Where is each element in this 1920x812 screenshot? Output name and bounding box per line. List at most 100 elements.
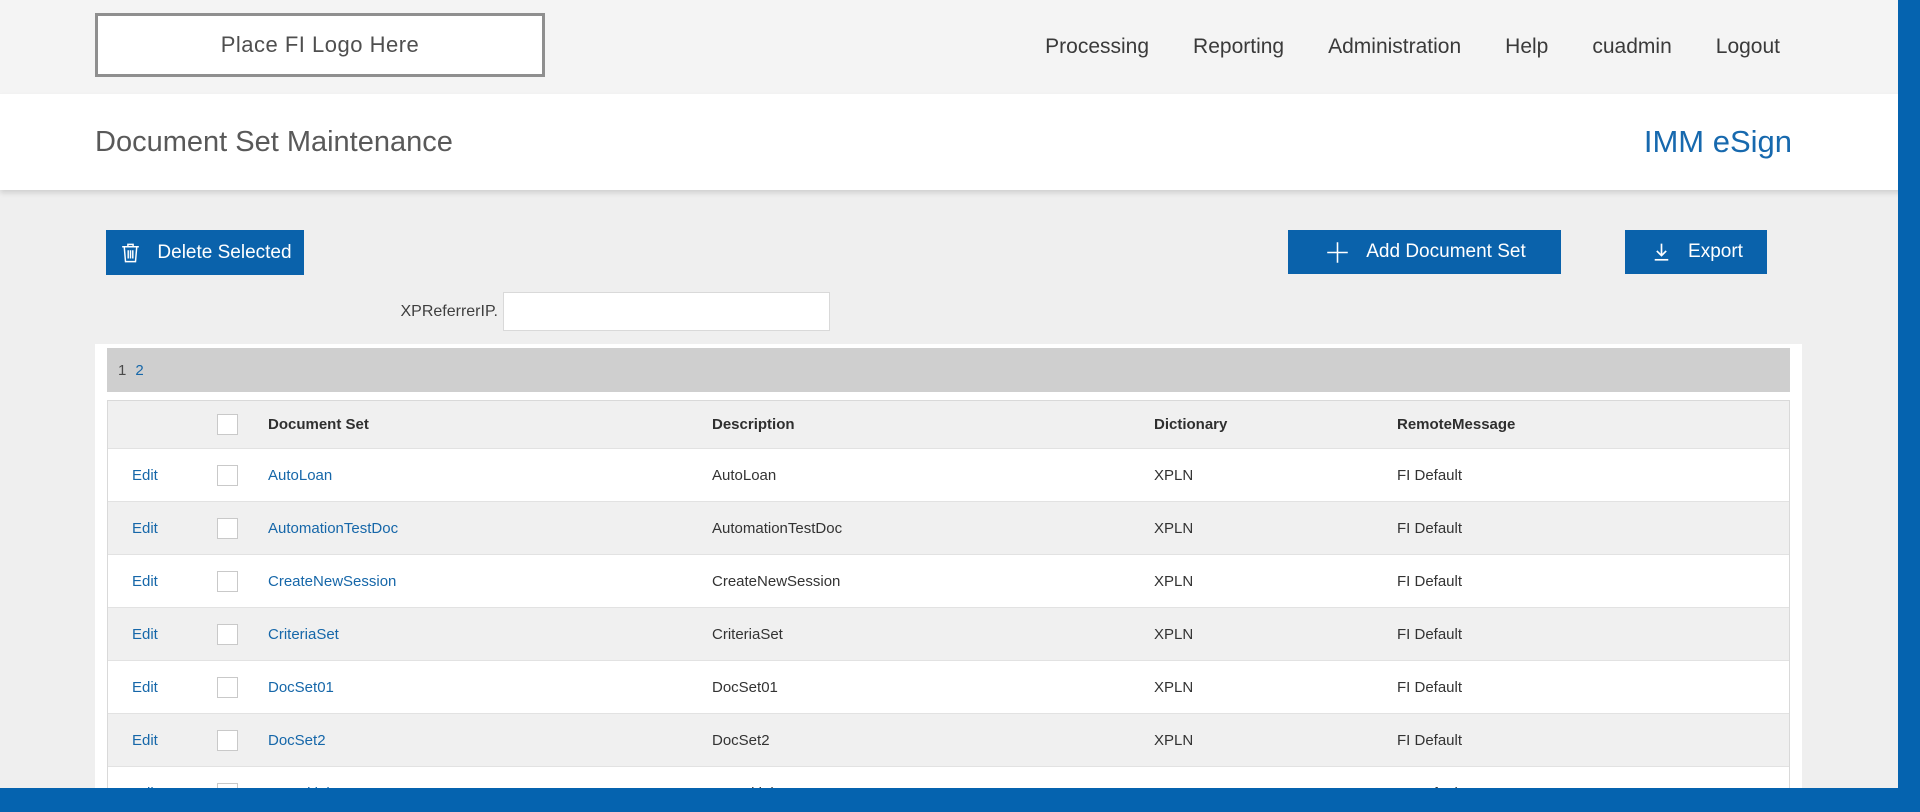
edit-cell: Edit <box>108 626 197 643</box>
document-set-cell: DocSet01 <box>257 679 702 696</box>
header-dictionary: Dictionary <box>1154 416 1228 433</box>
header-remote-message: RemoteMessage <box>1397 416 1516 433</box>
remote-message-cell: FI Default <box>1397 466 1463 484</box>
checkbox-cell <box>197 676 257 698</box>
xpreferrerip-label: XPReferrerIP. <box>400 302 498 320</box>
edit-cell: Edit <box>108 467 197 484</box>
edit-link[interactable]: Edit <box>132 572 158 590</box>
edit-cell: Edit <box>108 732 197 749</box>
document-set-link[interactable]: AutoLoan <box>268 466 333 484</box>
edit-cell: Edit <box>108 520 197 537</box>
nav-administration[interactable]: Administration <box>1328 35 1462 58</box>
document-set-link[interactable]: CreateNewSession <box>268 572 397 590</box>
dictionary-cell: XPLN <box>1154 625 1194 643</box>
checkbox-cell <box>197 623 257 645</box>
checkbox-cell <box>197 517 257 539</box>
table-header-row: Document Set Description Dictionary Remo… <box>108 401 1789 449</box>
document-set-cell: DocSet2 <box>257 732 702 749</box>
export-label: Export <box>1688 241 1743 262</box>
row-checkbox[interactable] <box>216 623 238 645</box>
nav-help[interactable]: Help <box>1505 35 1549 58</box>
table-body: Edit AutoLoan AutoLoan XPLN FI Default E… <box>108 449 1789 812</box>
table-row: Edit DocSet2 DocSet2 XPLN FI Default <box>108 714 1789 767</box>
trash-icon <box>122 243 140 263</box>
dictionary-cell: XPLN <box>1154 466 1194 484</box>
scrollbar-track[interactable] <box>1898 0 1920 812</box>
xpreferrerip-input[interactable] <box>503 292 830 331</box>
edit-link[interactable]: Edit <box>132 466 158 484</box>
description-cell: DocSet01 <box>712 678 778 696</box>
dictionary-cell: XPLN <box>1154 731 1194 749</box>
checkbox-cell <box>197 570 257 592</box>
plus-icon <box>1327 241 1349 263</box>
remote-message-cell: FI Default <box>1397 572 1463 590</box>
nav-logout[interactable]: Logout <box>1715 35 1780 58</box>
remote-message-cell: FI Default <box>1397 731 1463 749</box>
edit-cell: Edit <box>108 679 197 696</box>
export-button[interactable]: Export <box>1625 230 1767 274</box>
fi-logo-text: Place FI Logo Here <box>220 32 420 57</box>
document-set-table: Document Set Description Dictionary Remo… <box>107 400 1790 812</box>
document-set-cell: CriteriaSet <box>257 626 702 643</box>
description-cell: AutomationTestDoc <box>712 519 843 537</box>
add-document-set-button[interactable]: Add Document Set <box>1288 230 1561 274</box>
fi-logo-placeholder: Place FI Logo Here <box>95 13 545 77</box>
header-checkbox-cell <box>197 414 257 435</box>
delete-selected-label: Delete Selected <box>157 241 292 263</box>
description-cell: DocSet2 <box>712 731 770 749</box>
dictionary-cell: XPLN <box>1154 678 1194 696</box>
document-set-cell: CreateNewSession <box>257 573 702 590</box>
edit-cell: Edit <box>108 573 197 590</box>
top-header-bar: Place FI Logo Here Processing Reporting … <box>0 0 1920 94</box>
remote-message-cell: FI Default <box>1397 678 1463 696</box>
dictionary-cell: XPLN <box>1154 572 1194 590</box>
header-document-set: Document Set <box>268 416 369 433</box>
table-row: Edit DocSet01 DocSet01 XPLN FI Default <box>108 661 1789 714</box>
table-row: Edit CreateNewSession CreateNewSession X… <box>108 555 1789 608</box>
title-bar: Document Set Maintenance IMM eSign <box>0 94 1920 190</box>
row-checkbox[interactable] <box>216 464 238 486</box>
remote-message-cell: FI Default <box>1397 625 1463 643</box>
nav-reporting[interactable]: Reporting <box>1193 35 1285 58</box>
add-document-set-label: Add Document Set <box>1366 241 1526 262</box>
checkbox-cell <box>197 729 257 751</box>
grid-panel: 1 2 Document Set Description Dictionary … <box>95 344 1802 812</box>
nav-cuadmin[interactable]: cuadmin <box>1592 35 1672 58</box>
document-set-link[interactable]: AutomationTestDoc <box>268 519 399 537</box>
nav-processing[interactable]: Processing <box>1045 35 1150 58</box>
dictionary-cell: XPLN <box>1154 519 1194 537</box>
edit-link[interactable]: Edit <box>132 678 158 696</box>
table-row: Edit AutomationTestDoc AutomationTestDoc… <box>108 502 1789 555</box>
document-set-link[interactable]: CriteriaSet <box>268 625 339 643</box>
edit-link[interactable]: Edit <box>132 625 158 643</box>
checkbox-cell <box>197 464 257 486</box>
edit-link[interactable]: Edit <box>132 731 158 749</box>
document-set-link[interactable]: DocSet01 <box>268 678 334 696</box>
pagination-bar: 1 2 <box>107 348 1790 392</box>
download-icon <box>1654 243 1669 261</box>
row-checkbox[interactable] <box>216 570 238 592</box>
select-all-checkbox[interactable] <box>216 414 238 435</box>
footer-bar <box>0 788 1920 812</box>
header-description: Description <box>712 416 795 433</box>
description-cell: CriteriaSet <box>712 625 783 643</box>
page-number-link[interactable]: 2 <box>135 361 144 379</box>
row-checkbox[interactable] <box>216 729 238 751</box>
edit-link[interactable]: Edit <box>132 519 158 537</box>
page-number-current: 1 <box>118 361 127 379</box>
row-checkbox[interactable] <box>216 517 238 539</box>
row-checkbox[interactable] <box>216 676 238 698</box>
document-set-link[interactable]: DocSet2 <box>268 731 326 749</box>
document-set-cell: AutomationTestDoc <box>257 520 702 537</box>
main-nav: Processing Reporting Administration Help… <box>1045 0 1780 94</box>
product-brand: IMM eSign <box>1643 124 1792 159</box>
delete-selected-button[interactable]: Delete Selected <box>106 230 304 275</box>
document-set-cell: AutoLoan <box>257 467 702 484</box>
table-row: Edit CriteriaSet CriteriaSet XPLN FI Def… <box>108 608 1789 661</box>
page-title: Document Set Maintenance <box>95 125 453 158</box>
description-cell: CreateNewSession <box>712 572 841 590</box>
table-row: Edit AutoLoan AutoLoan XPLN FI Default <box>108 449 1789 502</box>
description-cell: AutoLoan <box>712 466 777 484</box>
remote-message-cell: FI Default <box>1397 519 1463 537</box>
